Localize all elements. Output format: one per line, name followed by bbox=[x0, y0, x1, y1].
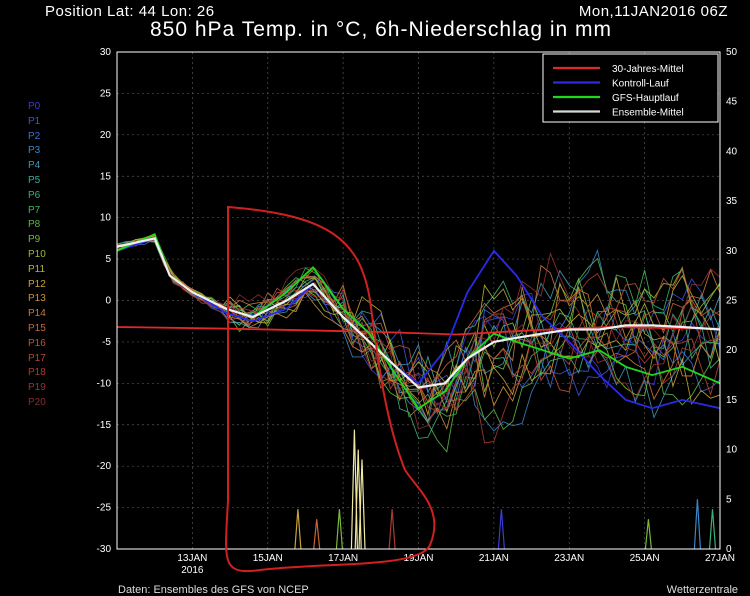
legend-box: 30-Jahres-Mittel Kontroll-Lauf GFS-Hauptla… bbox=[542, 53, 719, 123]
precip-spike bbox=[335, 509, 343, 550]
x-tick-label: 21JAN bbox=[479, 553, 509, 564]
y-right-tick-label: 20 bbox=[726, 345, 738, 356]
member-label: P19 bbox=[28, 382, 46, 394]
x-tick-label: 13JAN bbox=[177, 553, 207, 564]
member-label: P8 bbox=[28, 219, 41, 231]
ensemble-member-line bbox=[116, 238, 721, 400]
plot-frame bbox=[116, 51, 721, 550]
y-right-tick-label: 0 bbox=[726, 544, 732, 555]
legend-label: GFS-Hauptlauf bbox=[612, 93, 679, 104]
y-left-tick-label: 15 bbox=[100, 171, 112, 182]
x-tick-label: 27JAN bbox=[705, 553, 735, 564]
legend-label: Ensemble-Mittel bbox=[612, 108, 684, 119]
position-label: Position Lat: 44 Lon: 26 bbox=[45, 3, 215, 20]
y-right-tick-label: 5 bbox=[726, 494, 732, 505]
member-label: P17 bbox=[28, 352, 46, 364]
member-label: P3 bbox=[28, 145, 41, 157]
y-right-tick-label: 40 bbox=[726, 146, 738, 157]
y-left-tick-label: 5 bbox=[105, 254, 111, 265]
x-tick-label: 17JAN bbox=[328, 553, 358, 564]
red-annotation-outline bbox=[225, 205, 436, 573]
chart-title: 850 hPa Temp. in °C, 6h-Niederschlag in … bbox=[150, 18, 613, 41]
y-left-tick-label: -25 bbox=[97, 503, 112, 514]
member-label: P0 bbox=[28, 101, 41, 112]
y-left-tick-label: 30 bbox=[100, 47, 112, 58]
member-label: P11 bbox=[28, 263, 46, 275]
series-line bbox=[116, 326, 721, 336]
member-label: P5 bbox=[28, 174, 41, 186]
member-label: P10 bbox=[28, 248, 46, 260]
x-tick-sublabel: 2016 bbox=[181, 565, 204, 576]
source-credit: Wetterzentrale bbox=[666, 584, 738, 596]
y-right-tick-label: 15 bbox=[726, 395, 738, 406]
member-label: P4 bbox=[28, 160, 41, 172]
x-tick-label: 15JAN bbox=[253, 553, 283, 564]
member-label: P16 bbox=[28, 337, 46, 349]
precip-spike bbox=[708, 509, 717, 550]
precip-spike bbox=[313, 519, 321, 550]
precip-spike bbox=[497, 509, 505, 550]
run-date: Mon,11JAN2016 06Z bbox=[578, 3, 728, 20]
member-label: P6 bbox=[28, 189, 41, 201]
y-right-tick-label: 30 bbox=[726, 246, 738, 257]
y-left-tick-label: 10 bbox=[100, 213, 112, 224]
precip-spikes bbox=[294, 429, 717, 550]
data-source: Daten: Ensembles des GFS von NCEP bbox=[118, 584, 309, 596]
axis-ticks: 302520151050-5-10-15-20-25-3050454035302… bbox=[97, 47, 738, 576]
member-label: P18 bbox=[28, 367, 46, 379]
precip-spike bbox=[693, 499, 701, 550]
member-label: P2 bbox=[28, 130, 41, 142]
member-label: P12 bbox=[28, 278, 46, 290]
member-label: P20 bbox=[28, 396, 46, 408]
y-left-tick-label: -20 bbox=[97, 461, 112, 472]
y-left-tick-label: 20 bbox=[100, 130, 112, 141]
y-right-tick-label: 45 bbox=[726, 97, 738, 108]
legend-label: Kontroll-Lauf bbox=[612, 79, 669, 90]
y-left-tick-label: -10 bbox=[97, 378, 112, 389]
y-left-tick-label: -5 bbox=[102, 337, 111, 348]
y-left-tick-label: -15 bbox=[97, 420, 112, 431]
ensemble-member-line bbox=[116, 236, 721, 444]
member-label: P13 bbox=[28, 293, 46, 305]
member-label: P7 bbox=[28, 204, 41, 216]
ensemble-member-line bbox=[116, 239, 721, 397]
member-label: P9 bbox=[28, 234, 41, 246]
y-right-tick-label: 25 bbox=[726, 296, 738, 307]
series-line bbox=[116, 237, 721, 389]
member-label: P1 bbox=[28, 115, 41, 127]
y-left-tick-label: 0 bbox=[105, 296, 111, 307]
member-list: P0 P1 P2 P3 P4 P5 P6 P7 P8 P9 P10 P11 P12 P13 P14 P15 P1… bbox=[28, 100, 46, 411]
y-left-tick-label: 25 bbox=[100, 88, 112, 99]
precip-spike bbox=[644, 519, 652, 550]
legend-label: 30-Jahres-Mittel bbox=[612, 64, 684, 75]
ensemble-member-line bbox=[116, 237, 721, 430]
member-label: P15 bbox=[28, 322, 46, 334]
x-tick-label: 19JAN bbox=[403, 553, 433, 564]
main-series bbox=[116, 232, 721, 410]
y-right-tick-label: 10 bbox=[726, 445, 738, 456]
y-right-tick-label: 35 bbox=[726, 196, 738, 207]
series-line bbox=[116, 237, 721, 410]
y-left-tick-label: -30 bbox=[97, 544, 112, 555]
y-right-tick-label: 50 bbox=[726, 47, 738, 58]
precip-spike bbox=[294, 509, 302, 550]
x-tick-label: 23JAN bbox=[554, 553, 584, 564]
x-tick-label: 25JAN bbox=[630, 553, 660, 564]
member-label: P14 bbox=[28, 308, 46, 320]
precip-spike bbox=[388, 509, 396, 550]
precip-spike bbox=[358, 459, 366, 550]
